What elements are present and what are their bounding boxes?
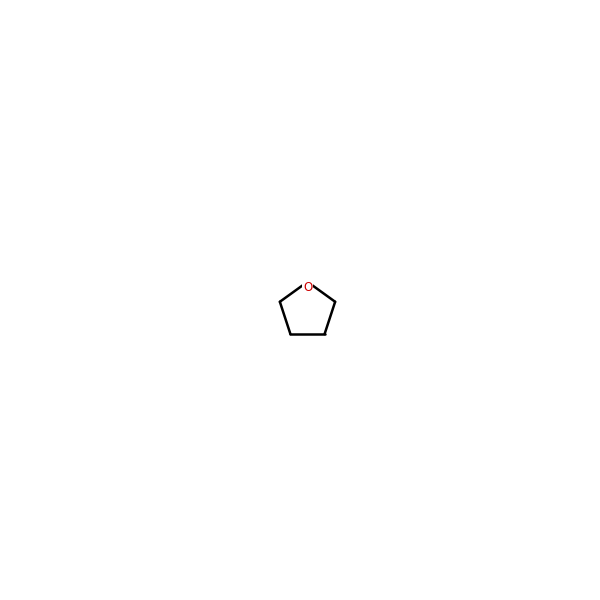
- Text: O: O: [303, 281, 312, 294]
